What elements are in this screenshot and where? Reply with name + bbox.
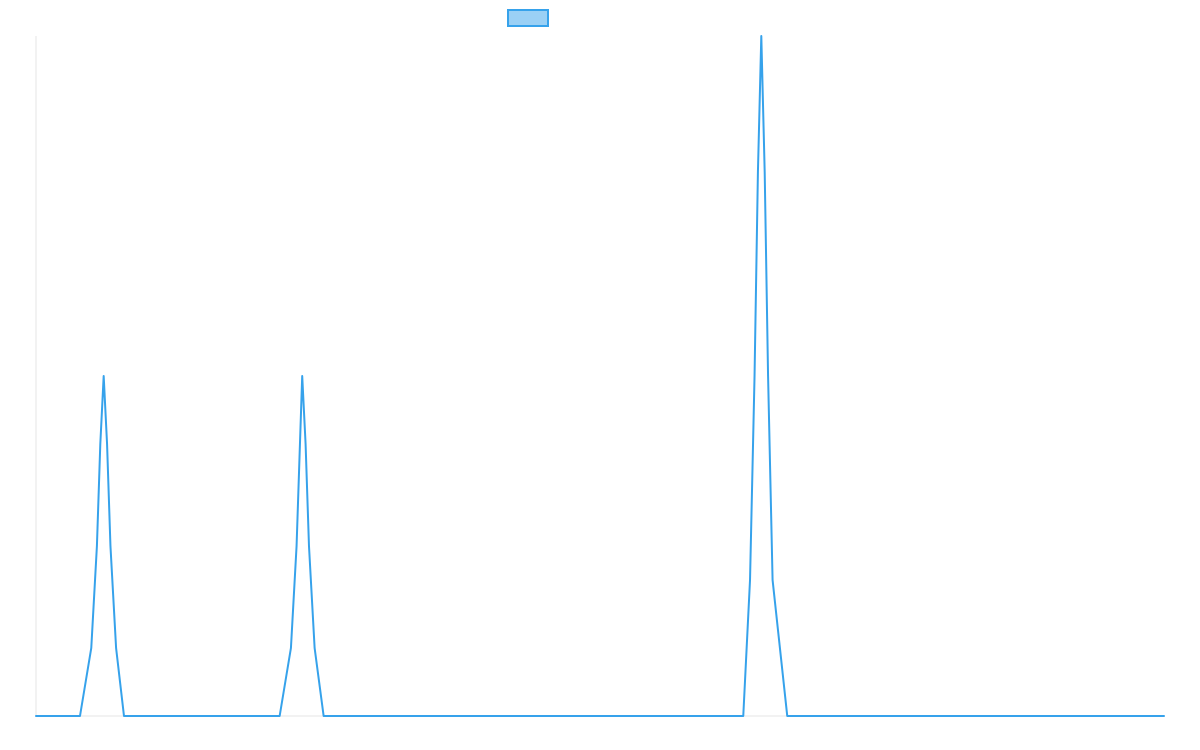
axes-layer bbox=[35, 36, 1164, 717]
series-layer bbox=[35, 35, 1165, 717]
legend-swatch[interactable] bbox=[507, 9, 549, 27]
legend[interactable] bbox=[507, 9, 549, 27]
series-line bbox=[35, 35, 1165, 717]
